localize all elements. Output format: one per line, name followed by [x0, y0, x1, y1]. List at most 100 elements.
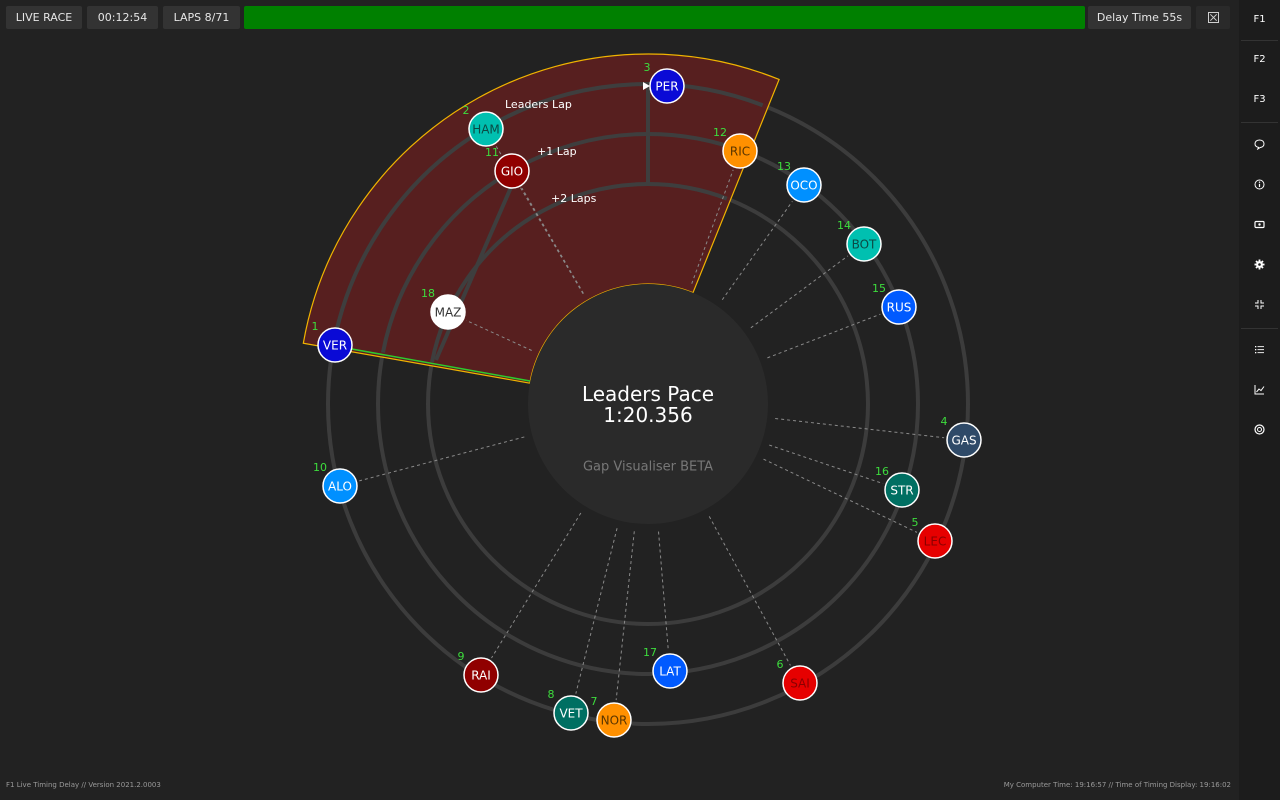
tyre-icon[interactable]	[1239, 412, 1280, 448]
driver-code: GAS	[951, 434, 976, 448]
gap-visualiser-chart: Leaders Pace 1:20.356 Gap Visualiser BET…	[302, 53, 982, 738]
gap-spoke	[521, 188, 584, 294]
driver-circle[interactable]	[917, 523, 953, 559]
driver-position: 15	[872, 282, 886, 295]
leaders-lap-label: Leaders Lap	[505, 98, 572, 111]
driver-circle[interactable]	[322, 468, 358, 504]
gap-spoke	[465, 319, 532, 351]
sidebar-item-f3[interactable]: F3	[1253, 94, 1266, 105]
session-time-display: 00:12:54	[87, 6, 158, 29]
sidebar-divider	[1241, 328, 1278, 329]
driver-circle[interactable]	[494, 153, 530, 189]
chat-icon[interactable]	[1239, 127, 1280, 163]
driver-code: GIO	[501, 165, 523, 179]
driver-circle[interactable]	[722, 133, 758, 169]
driver-code: VER	[323, 339, 347, 353]
delay-time-button[interactable]: Delay Time 55s	[1088, 6, 1191, 29]
driver-circle[interactable]	[596, 702, 632, 738]
chart-icon[interactable]	[1239, 372, 1280, 408]
driver-code: VET	[559, 707, 583, 721]
driver-position: 11	[485, 146, 499, 159]
driver-code: STR	[890, 484, 913, 498]
gap-spoke	[491, 512, 582, 659]
driver-position: 12	[713, 126, 727, 139]
driver-marker-rai[interactable]: RAI 9	[458, 650, 499, 693]
sidebar-item-f2[interactable]: F2	[1253, 54, 1266, 65]
leader-pointer-icon	[643, 82, 650, 90]
driver-circle[interactable]	[946, 422, 982, 458]
plus-two-laps-label: +2 Laps	[551, 192, 597, 205]
driver-position: 18	[421, 287, 435, 300]
gap-visualiser-subtitle: Gap Visualiser BETA	[583, 460, 713, 475]
driver-marker-sai[interactable]: SAI 6	[777, 658, 818, 701]
center-disc	[528, 284, 768, 524]
driver-marker-ver[interactable]: VER 1	[312, 320, 353, 363]
gap-spoke	[708, 516, 791, 666]
sidebar-divider	[1241, 40, 1278, 41]
gap-spoke	[691, 169, 734, 284]
driver-code: LEC	[924, 535, 947, 549]
close-icon	[1207, 12, 1219, 23]
driver-position: 1	[312, 320, 319, 333]
gap-spoke	[658, 531, 669, 652]
compress-icon[interactable]	[1239, 287, 1280, 323]
driver-circle[interactable]	[317, 327, 353, 363]
sidebar-item-f1[interactable]: F1	[1253, 14, 1266, 25]
driver-code: HAM	[472, 123, 500, 137]
driver-position: 8	[548, 688, 555, 701]
driver-circle[interactable]	[881, 289, 917, 325]
race-progress-bar	[244, 6, 1085, 29]
leaders-pace-time: 1:20.356	[603, 403, 692, 427]
driver-circle[interactable]	[468, 111, 504, 147]
driver-circle[interactable]	[553, 695, 589, 731]
driver-circle[interactable]	[884, 472, 920, 508]
driver-code: LAT	[659, 665, 681, 679]
driver-circle[interactable]	[786, 167, 822, 203]
driver-code: RAI	[471, 669, 491, 683]
info-icon[interactable]	[1239, 167, 1280, 203]
sidebar: F1 F2 F3	[1239, 0, 1280, 800]
driver-position: 13	[777, 160, 791, 173]
driver-position: 5	[912, 516, 919, 529]
driver-circle[interactable]	[846, 226, 882, 262]
gap-spoke	[767, 313, 881, 359]
gap-spoke	[615, 531, 635, 701]
driver-circle[interactable]	[463, 657, 499, 693]
driver-marker-lec[interactable]: LEC 5	[912, 516, 953, 559]
driver-circle[interactable]	[430, 294, 466, 330]
driver-position: 3	[644, 61, 651, 74]
leaders-pace-title: Leaders Pace	[582, 382, 714, 406]
close-button[interactable]	[1196, 6, 1230, 29]
live-race-button[interactable]: LIVE RACE	[6, 6, 82, 29]
gear-icon[interactable]	[1239, 247, 1280, 283]
driver-code: RIC	[730, 145, 750, 159]
driver-circle[interactable]	[782, 665, 818, 701]
gap-spoke	[750, 255, 849, 329]
driver-position: 17	[643, 646, 657, 659]
driver-position: 16	[875, 465, 889, 478]
clock-footer: My Computer Time: 19:16:57 // Time of Ti…	[1003, 781, 1231, 789]
tv-icon[interactable]	[1239, 207, 1280, 243]
sidebar-divider	[1241, 122, 1278, 123]
driver-position: 9	[458, 650, 465, 663]
driver-circle[interactable]	[652, 653, 688, 689]
driver-position: 6	[777, 658, 784, 671]
driver-marker-oco[interactable]: OCO 13	[777, 160, 822, 203]
gap-spokes	[359, 145, 945, 701]
gap-spoke	[359, 436, 525, 482]
leader-reference-line	[334, 345, 531, 382]
driver-marker-vet[interactable]: VET 8	[548, 688, 589, 731]
list-icon[interactable]	[1239, 332, 1280, 368]
